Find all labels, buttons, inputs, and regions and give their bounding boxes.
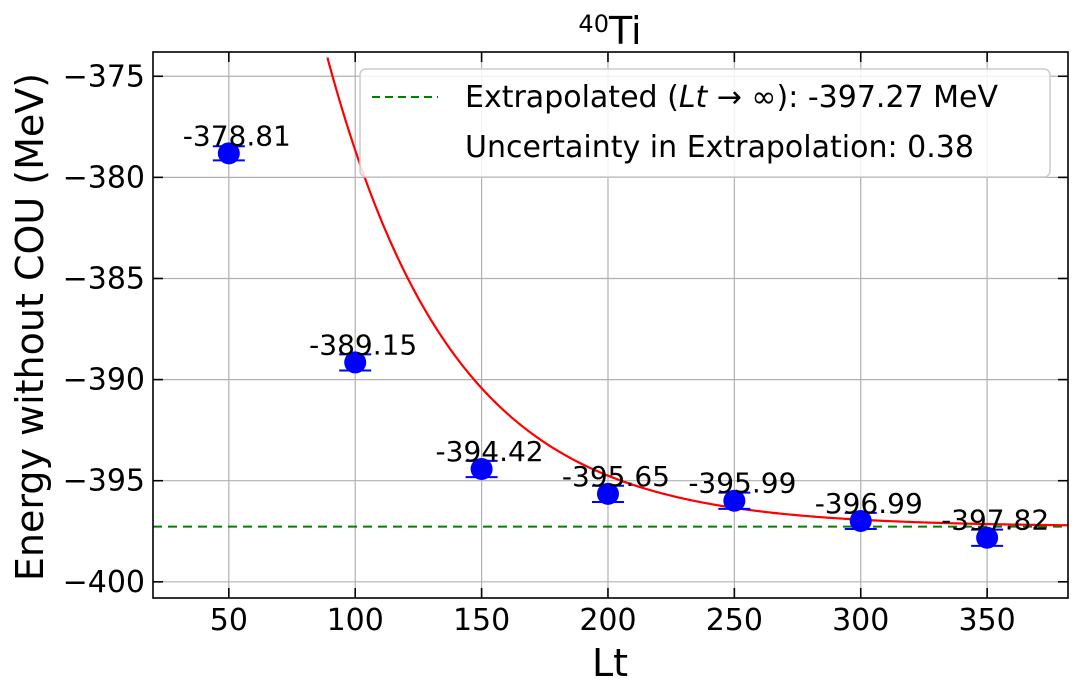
y-tick-label: −375 <box>63 59 145 94</box>
x-axis-title: Lt <box>592 641 628 685</box>
data-points-layer <box>212 142 1004 549</box>
x-tick-label: 200 <box>579 603 636 638</box>
fit-curve-layer <box>326 57 1069 527</box>
x-tick-label: 350 <box>958 603 1015 638</box>
data-label: -389.15 <box>309 328 417 361</box>
data-point <box>849 509 872 532</box>
data-label: -395.99 <box>688 467 796 500</box>
x-tick-label: 300 <box>832 603 889 638</box>
y-tick-label: −380 <box>63 160 145 195</box>
data-labels-layer: -378.81 -389.15 -394.42 -395.65 -395.99 -396.… <box>183 119 1049 536</box>
data-point <box>596 482 619 505</box>
data-label: -394.42 <box>436 435 544 468</box>
y-axis-title: Energy without COU (MeV) <box>8 73 52 581</box>
y-tick-label: −400 <box>63 565 145 600</box>
legend-entry-extrapolated: Extrapolated (Lt → ∞): -397.27 MeV <box>465 80 999 115</box>
x-tick-label: 100 <box>327 603 384 638</box>
chart-title-superscript: 40 <box>578 10 609 38</box>
data-point <box>470 457 493 480</box>
data-label: -396.99 <box>815 487 923 520</box>
legend-entry-uncertainty: Uncertainty in Extrapolation: 0.38 <box>465 130 974 165</box>
data-label: -397.82 <box>941 504 1049 537</box>
data-point <box>723 489 746 512</box>
y-tick-label: −395 <box>63 464 145 499</box>
y-tick-label: −385 <box>63 261 145 296</box>
chart-title: 40Ti <box>578 9 641 53</box>
data-point <box>217 142 240 165</box>
chart-title-main: Ti <box>608 9 642 53</box>
plot-frame <box>152 51 1069 599</box>
legend: Extrapolated (Lt → ∞): -397.27 MeV Uncer… <box>359 68 1051 178</box>
legend-entry-extrapolated-suffix: → ∞): -397.27 MeV <box>707 80 998 115</box>
data-point <box>344 351 367 374</box>
legend-entry-extrapolated-italic: Lt <box>679 80 709 115</box>
legend-entry-extrapolated-prefix: Extrapolated ( <box>465 80 679 115</box>
x-tick-label: 50 <box>210 603 248 638</box>
data-point <box>976 526 999 549</box>
data-label: -378.81 <box>183 119 291 152</box>
data-label: -395.65 <box>562 460 670 493</box>
fit-curve <box>326 57 1069 527</box>
axis-ticks: 50 100 150 200 250 300 350 −375 −380 −385 −390 −395… <box>63 52 1068 638</box>
x-tick-label: 150 <box>453 603 510 638</box>
legend-box <box>359 68 1051 178</box>
y-tick-label: −390 <box>63 363 145 398</box>
x-tick-label: 250 <box>706 603 763 638</box>
